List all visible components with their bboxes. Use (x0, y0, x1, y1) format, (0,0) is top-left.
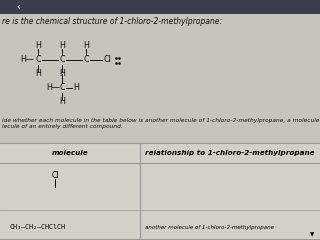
Text: relationship to 1-chloro-2-methylpropane: relationship to 1-chloro-2-methylpropane (145, 150, 315, 156)
Text: H: H (35, 42, 41, 50)
Text: C: C (83, 55, 89, 65)
Text: re is the chemical structure of 1-chloro-2-methylpropane:: re is the chemical structure of 1-chloro… (2, 17, 222, 26)
Text: ‹: ‹ (16, 2, 20, 12)
Text: ide whether each molecule in the table below is another molecule of 1-chloro-2-m: ide whether each molecule in the table b… (2, 118, 320, 129)
Text: H: H (59, 42, 65, 50)
Text: Cl: Cl (51, 170, 59, 180)
Text: H—: H— (20, 55, 34, 65)
Text: another molecule of 1-chloro-2-methylpropane: another molecule of 1-chloro-2-methylpro… (145, 224, 274, 229)
Text: H: H (83, 42, 89, 50)
Text: ▼: ▼ (310, 233, 314, 238)
Text: C: C (35, 55, 41, 65)
Text: H: H (59, 97, 65, 107)
Text: C: C (59, 55, 65, 65)
Text: H: H (59, 70, 65, 78)
Text: H: H (35, 70, 41, 78)
Bar (0, 143, 320, 240)
Text: Cl: Cl (104, 55, 112, 65)
Text: CH₃—CH₂—CHClCH: CH₃—CH₂—CHClCH (10, 224, 66, 230)
Text: H—: H— (46, 84, 60, 92)
Text: C: C (59, 84, 65, 92)
Text: H: H (73, 84, 79, 92)
Bar (0, 0, 320, 14)
Text: molecule: molecule (52, 150, 88, 156)
